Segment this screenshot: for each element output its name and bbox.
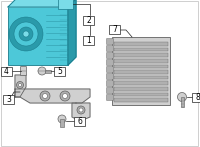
- Text: 4: 4: [4, 66, 9, 76]
- Text: 3: 3: [6, 95, 11, 104]
- Circle shape: [77, 106, 85, 114]
- FancyBboxPatch shape: [45, 70, 51, 72]
- Circle shape: [9, 17, 43, 51]
- Circle shape: [16, 81, 24, 88]
- FancyBboxPatch shape: [114, 98, 168, 102]
- Text: 7: 7: [112, 25, 117, 34]
- Text: 6: 6: [77, 117, 82, 126]
- Polygon shape: [15, 75, 26, 97]
- Circle shape: [178, 92, 186, 101]
- FancyBboxPatch shape: [114, 70, 168, 74]
- FancyBboxPatch shape: [1, 66, 12, 76]
- Circle shape: [79, 108, 83, 112]
- FancyBboxPatch shape: [106, 95, 114, 101]
- Polygon shape: [68, 0, 76, 65]
- Circle shape: [38, 67, 46, 75]
- FancyBboxPatch shape: [106, 46, 114, 51]
- Circle shape: [58, 115, 66, 123]
- FancyBboxPatch shape: [114, 65, 168, 68]
- Polygon shape: [72, 103, 90, 121]
- FancyBboxPatch shape: [83, 36, 94, 45]
- FancyBboxPatch shape: [106, 74, 114, 80]
- FancyBboxPatch shape: [106, 81, 114, 86]
- FancyBboxPatch shape: [74, 117, 85, 126]
- FancyBboxPatch shape: [58, 0, 73, 9]
- Polygon shape: [8, 0, 76, 7]
- FancyBboxPatch shape: [114, 42, 168, 46]
- Text: 2: 2: [86, 16, 91, 25]
- Circle shape: [14, 22, 38, 46]
- FancyBboxPatch shape: [114, 93, 168, 96]
- Text: 5: 5: [57, 66, 62, 76]
- FancyBboxPatch shape: [54, 66, 65, 76]
- FancyBboxPatch shape: [60, 119, 64, 127]
- FancyBboxPatch shape: [112, 37, 170, 105]
- Circle shape: [19, 27, 33, 41]
- FancyBboxPatch shape: [106, 66, 114, 72]
- FancyBboxPatch shape: [8, 7, 68, 65]
- Circle shape: [42, 93, 48, 98]
- Circle shape: [62, 93, 68, 98]
- Circle shape: [40, 91, 50, 101]
- FancyBboxPatch shape: [106, 87, 114, 93]
- Circle shape: [23, 31, 29, 37]
- FancyBboxPatch shape: [192, 92, 200, 101]
- Text: 8: 8: [195, 92, 200, 101]
- FancyBboxPatch shape: [21, 66, 26, 76]
- Text: 1: 1: [86, 36, 91, 45]
- FancyBboxPatch shape: [106, 52, 114, 59]
- FancyBboxPatch shape: [106, 60, 114, 66]
- FancyBboxPatch shape: [109, 25, 120, 34]
- Circle shape: [18, 83, 22, 86]
- FancyBboxPatch shape: [114, 76, 168, 80]
- Circle shape: [60, 91, 70, 101]
- FancyBboxPatch shape: [114, 87, 168, 91]
- FancyBboxPatch shape: [180, 97, 184, 107]
- FancyBboxPatch shape: [114, 81, 168, 85]
- Polygon shape: [15, 89, 90, 103]
- FancyBboxPatch shape: [3, 95, 14, 104]
- FancyBboxPatch shape: [114, 48, 168, 51]
- FancyBboxPatch shape: [106, 39, 114, 45]
- FancyBboxPatch shape: [114, 59, 168, 62]
- FancyBboxPatch shape: [114, 53, 168, 57]
- FancyBboxPatch shape: [83, 16, 94, 25]
